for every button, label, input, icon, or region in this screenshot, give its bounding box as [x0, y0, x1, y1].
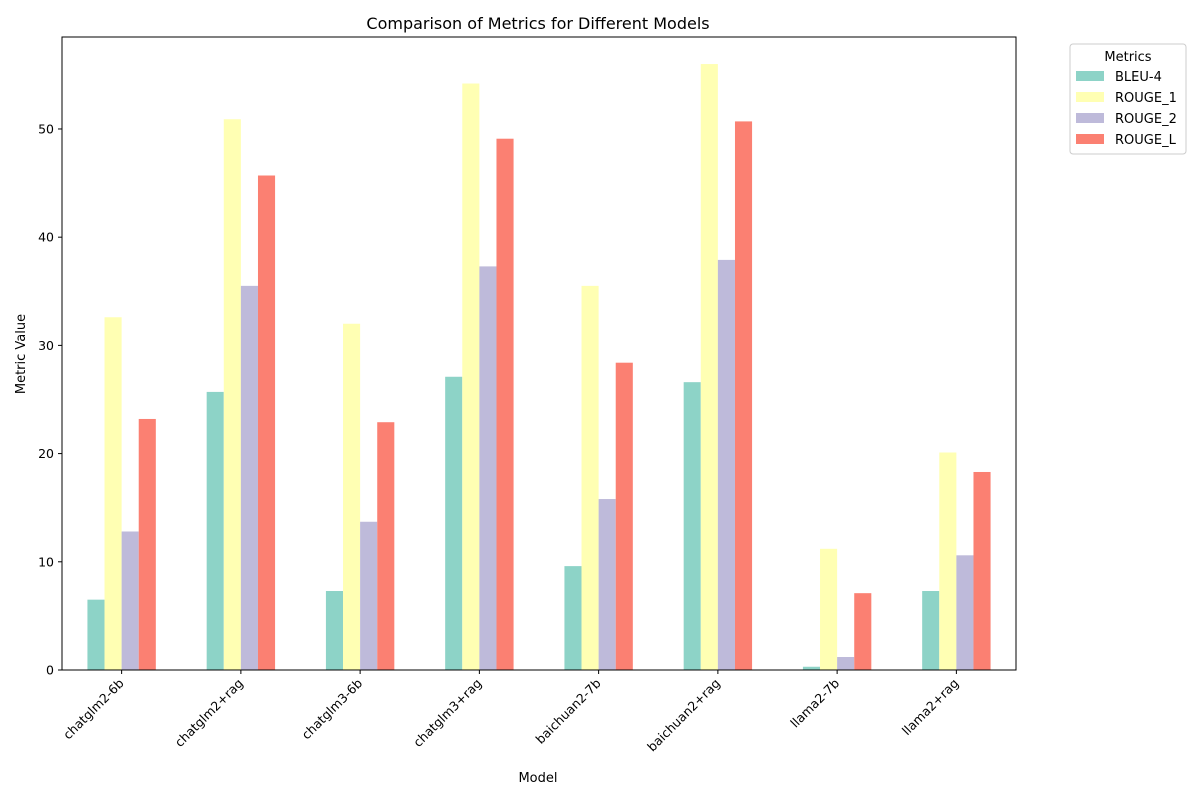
- bar-chatglm2+rag-BLEU-4: [206, 391, 224, 670]
- bar-baichuan2+rag-ROUGE_1: [700, 64, 718, 671]
- x-tick-label: chatglm3-6b: [299, 675, 366, 742]
- bar-llama2-7b-BLEU-4: [802, 666, 821, 670]
- bar-llama2-7b-ROUGE_L: [854, 593, 872, 670]
- bar-chatglm3+rag-ROUGE_L: [496, 138, 514, 670]
- y-tick-label: 50: [38, 121, 54, 136]
- bar-chatglm3+rag-ROUGE_2: [479, 266, 497, 670]
- legend-label-ROUGE_2: ROUGE_2: [1115, 112, 1177, 127]
- legend-label-ROUGE_1: ROUGE_1: [1115, 91, 1177, 106]
- y-tick-label: 30: [38, 338, 54, 353]
- x-tick-label: chatglm2-6b: [60, 675, 127, 742]
- bar-chatglm3-6b-BLEU-4: [325, 591, 344, 670]
- bar-baichuan2-7b-ROUGE_1: [581, 285, 599, 670]
- legend-swatch-ROUGE_L: [1076, 134, 1104, 144]
- y-axis-ticks: 0 10 20 30 40 50: [38, 121, 62, 678]
- legend-swatch-ROUGE_1: [1076, 92, 1104, 102]
- x-tick-label: llama2+rag: [899, 676, 962, 739]
- legend-swatch-ROUGE_2: [1076, 113, 1104, 123]
- x-axis-label: Model: [518, 771, 557, 786]
- bar-chatglm3-6b-ROUGE_2: [360, 521, 378, 670]
- bar-chatglm3-6b-ROUGE_1: [343, 323, 361, 670]
- bar-chatglm2+rag-ROUGE_2: [240, 285, 258, 670]
- bar-chatglm2-6b-ROUGE_L: [138, 418, 156, 670]
- bar-baichuan2+rag-ROUGE_2: [717, 259, 735, 670]
- bar-baichuan2+rag-ROUGE_L: [734, 121, 753, 670]
- bar-baichuan2-7b-ROUGE_2: [598, 499, 616, 670]
- bar-chatglm3+rag-BLEU-4: [445, 376, 463, 670]
- legend: Metrics BLEU-4 ROUGE_1 ROUGE_2 ROUGE_L: [1069, 43, 1187, 155]
- bar-llama2+rag-BLEU-4: [922, 591, 940, 670]
- y-tick-label: 0: [46, 663, 54, 678]
- chart-title: Comparison of Metrics for Different Mode…: [366, 14, 709, 33]
- y-axis-label: Metric Value: [14, 314, 29, 394]
- legend-label-BLEU-4: BLEU-4: [1115, 70, 1162, 85]
- bar-llama2-7b-ROUGE_1: [820, 548, 838, 670]
- x-tick-label: chatglm3+rag: [410, 676, 484, 750]
- x-tick-label: chatglm2+rag: [172, 676, 246, 750]
- bar-chatglm2-6b-ROUGE_1: [104, 317, 122, 670]
- bar-chatglm2+rag-ROUGE_1: [223, 119, 241, 670]
- x-axis-ticks: chatglm2-6b chatglm2+rag chatglm3-6b chatgl…: [60, 670, 961, 754]
- bar-chatglm2-6b-ROUGE_2: [121, 531, 139, 670]
- legend-items: BLEU-4 ROUGE_1 ROUGE_2 ROUGE_L: [1076, 70, 1177, 148]
- bar-chatglm2-6b-BLEU-4: [87, 599, 105, 670]
- x-tick-label: baichuan2-7b: [533, 675, 604, 746]
- bar-baichuan2-7b-ROUGE_L: [615, 362, 633, 670]
- bar-baichuan2+rag-BLEU-4: [683, 382, 701, 670]
- bars-group: [87, 64, 991, 671]
- bar-llama2+rag-ROUGE_1: [939, 452, 957, 670]
- bar-llama2-7b-ROUGE_2: [837, 657, 855, 670]
- bar-chatglm3-6b-ROUGE_L: [377, 422, 395, 670]
- bar-baichuan2-7b-BLEU-4: [564, 566, 582, 670]
- y-tick-label: 10: [38, 554, 54, 569]
- legend-swatch-BLEU-4: [1076, 71, 1104, 81]
- x-tick-label: llama2-7b: [787, 675, 842, 730]
- legend-title: Metrics: [1104, 50, 1151, 65]
- bar-llama2+rag-ROUGE_2: [956, 555, 974, 670]
- legend-label-ROUGE_L: ROUGE_L: [1115, 133, 1177, 148]
- bar-chatglm3+rag-ROUGE_1: [462, 83, 480, 671]
- bar-llama2+rag-ROUGE_L: [973, 471, 991, 670]
- bar-chatglm2+rag-ROUGE_L: [257, 175, 276, 670]
- y-tick-label: 20: [38, 446, 54, 461]
- y-tick-label: 40: [38, 230, 54, 245]
- x-tick-label: baichuan2+rag: [644, 676, 723, 755]
- plot-frame: [61, 36, 1017, 671]
